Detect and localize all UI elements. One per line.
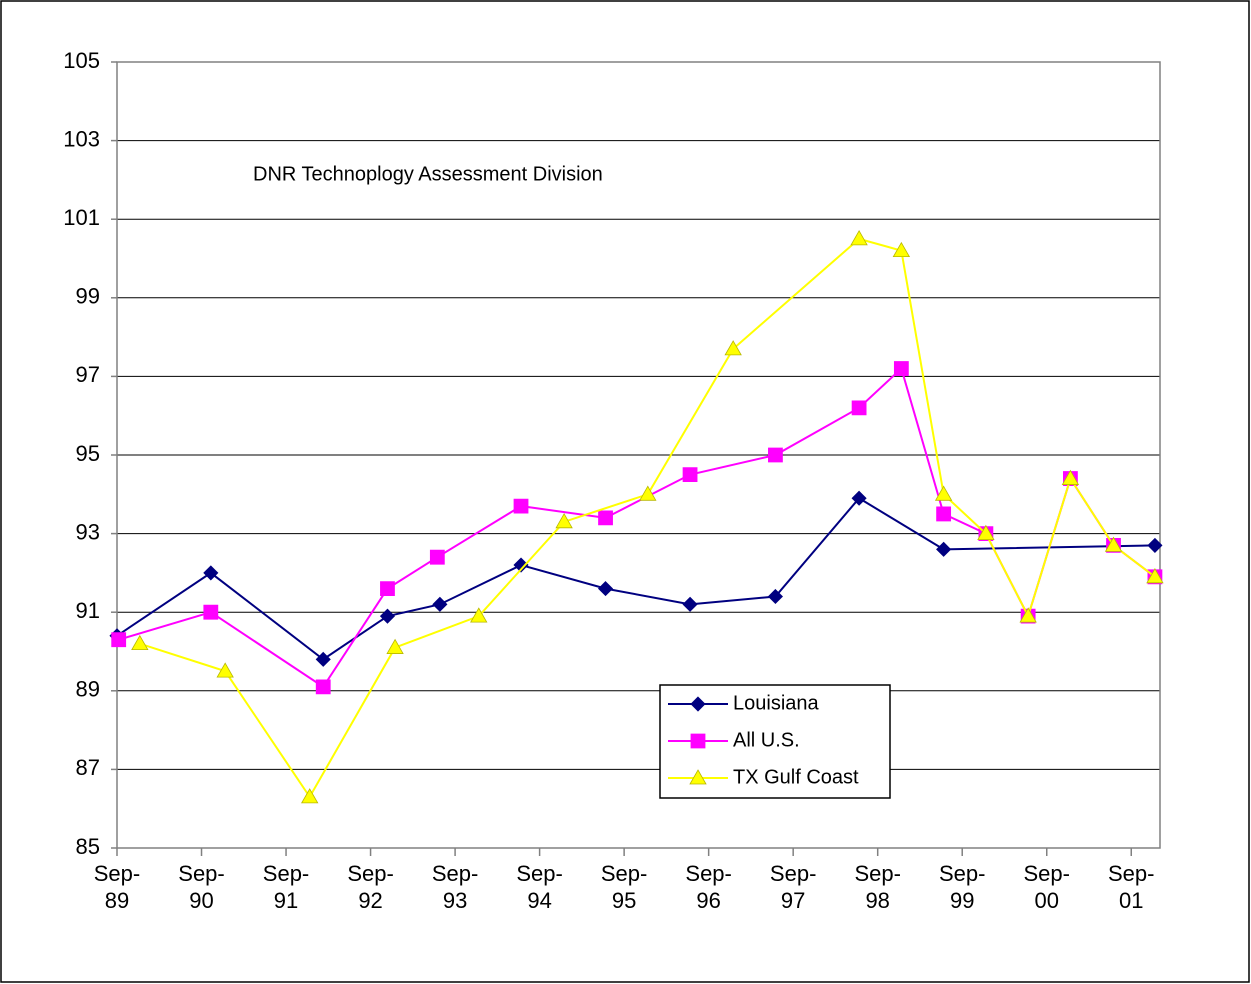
data-point xyxy=(850,230,868,246)
data-point xyxy=(767,588,783,605)
data-point xyxy=(1146,568,1164,584)
x-tick-label: Sep-01 xyxy=(1108,861,1155,913)
data-point xyxy=(936,541,952,557)
data-point xyxy=(555,513,573,529)
x-tick-label: Sep-89 xyxy=(93,861,141,913)
data-point xyxy=(1104,536,1123,552)
data-point xyxy=(432,596,448,612)
x-tick-label: Sep-95 xyxy=(600,861,648,913)
y-tick-label: 99 xyxy=(76,284,100,309)
data-point xyxy=(203,565,219,581)
data-point xyxy=(470,607,488,623)
data-point xyxy=(203,604,219,620)
y-tick-label: 103 xyxy=(63,126,100,151)
data-point xyxy=(977,524,995,540)
y-tick-label: 85 xyxy=(76,834,100,859)
data-point xyxy=(1147,537,1163,553)
legend-swatch-marker xyxy=(690,733,706,749)
x-tick-label: Sep-94 xyxy=(516,861,563,913)
series-line xyxy=(116,496,1155,661)
data-point xyxy=(301,788,319,804)
data-point xyxy=(936,506,952,522)
y-tick-label: 89 xyxy=(76,677,100,702)
data-point xyxy=(386,638,404,654)
y-tick-label: 91 xyxy=(76,598,100,623)
data-point xyxy=(851,400,867,416)
data-point xyxy=(724,340,742,356)
data-point xyxy=(768,447,783,463)
plot-border xyxy=(116,61,1161,849)
data-point xyxy=(682,596,698,612)
x-tick-label: Sep-99 xyxy=(938,861,986,913)
x-tick-label: Sep-90 xyxy=(178,861,225,913)
x-tick-label: Sep-93 xyxy=(431,861,479,913)
data-point xyxy=(216,662,234,678)
data-point xyxy=(1019,607,1037,623)
series-line xyxy=(139,237,1156,799)
legend-swatch-marker xyxy=(690,696,706,712)
data-point xyxy=(380,581,395,597)
data-point xyxy=(111,632,127,648)
x-tick-label: Sep-00 xyxy=(1023,861,1070,913)
x-tick-label: Sep-97 xyxy=(769,861,817,913)
data-point xyxy=(892,241,911,258)
data-point xyxy=(893,361,909,376)
legend-label: Louisiana xyxy=(733,692,820,714)
data-point xyxy=(429,549,445,565)
x-tick-label: Sep-96 xyxy=(685,861,732,913)
y-tick-label: 87 xyxy=(76,755,100,780)
y-tick-label: 93 xyxy=(76,519,100,544)
legend-label: All U.S. xyxy=(733,729,800,751)
data-point xyxy=(639,485,657,501)
data-point xyxy=(379,608,396,624)
y-tick-label: 105 xyxy=(63,48,100,73)
x-tick-label: Sep-91 xyxy=(262,861,310,913)
data-point xyxy=(131,634,149,651)
data-point xyxy=(934,485,953,501)
x-tick-label: Sep-92 xyxy=(347,861,394,913)
y-tick-label: 101 xyxy=(63,205,100,230)
data-point xyxy=(682,467,698,483)
legend-swatch-marker xyxy=(689,769,707,785)
y-tick-label: 95 xyxy=(76,441,100,466)
data-point xyxy=(513,557,529,573)
data-point xyxy=(315,651,331,667)
data-point xyxy=(598,510,613,526)
data-point xyxy=(597,581,614,597)
x-tick-label: Sep-98 xyxy=(854,861,901,913)
data-point xyxy=(315,679,331,695)
data-point xyxy=(1061,469,1080,485)
data-point xyxy=(851,490,867,506)
data-point xyxy=(513,498,529,514)
annotation: DNR Technoplogy Assessment Division xyxy=(253,163,603,185)
y-tick-label: 97 xyxy=(76,362,100,387)
legend-label: TX Gulf Coast xyxy=(733,766,859,788)
